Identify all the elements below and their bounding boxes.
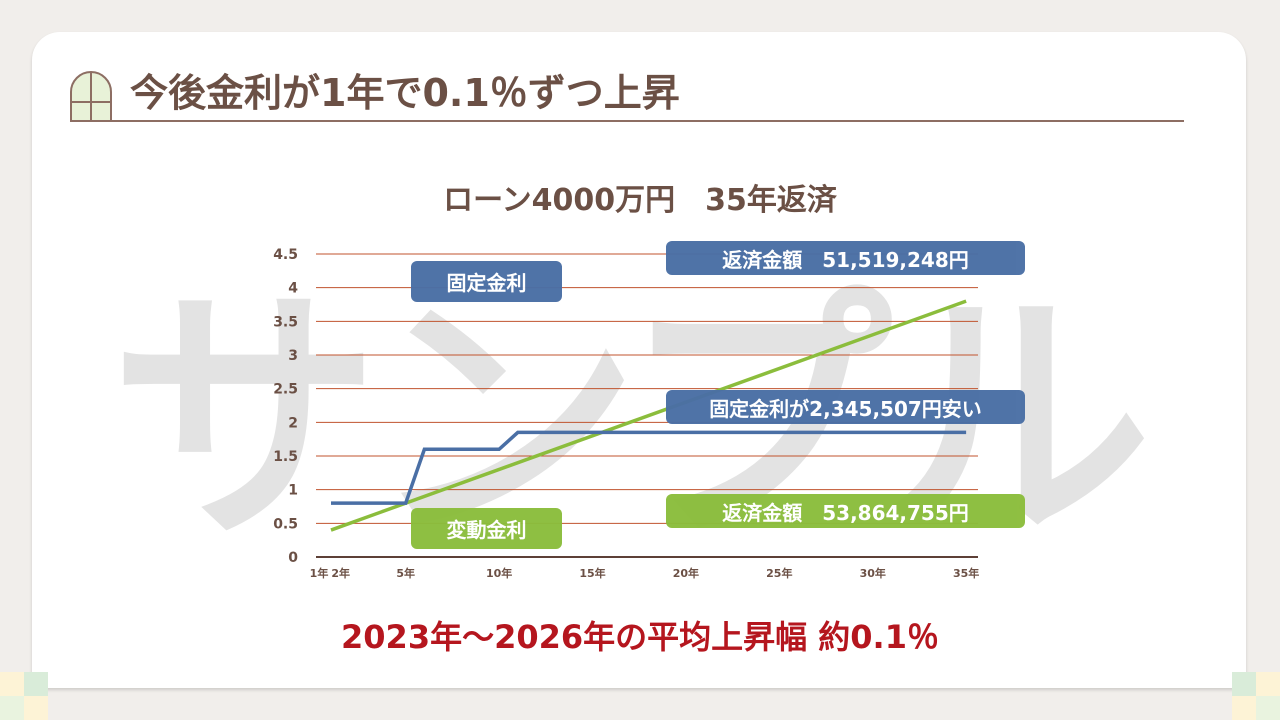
- y-tick-label: 0.5: [273, 516, 298, 532]
- x-tick-label: 30年: [860, 566, 886, 580]
- y-tick-label: 1: [288, 483, 298, 499]
- title-divider: [70, 120, 1184, 122]
- difference-label: 固定金利が2,345,507円安い: [666, 390, 1025, 424]
- series-line: [331, 430, 967, 505]
- y-tick-label: 0: [288, 550, 298, 566]
- x-tick-label: 15年: [579, 566, 605, 580]
- y-tick-label: 4: [288, 281, 298, 297]
- x-tick-label: 1年: [310, 566, 329, 580]
- page-title: 今後金利が1年で0.1％ずつ上昇: [130, 71, 680, 115]
- chart-title: ローン4000万円 35年返済: [443, 183, 837, 218]
- corner-decoration: [0, 672, 48, 720]
- x-tick-label: 35年: [953, 566, 979, 580]
- corner-decoration: [1232, 672, 1280, 720]
- x-tick-label: 10年: [486, 566, 512, 580]
- x-tick-label: 2年: [331, 566, 350, 580]
- y-tick-label: 3: [288, 348, 298, 364]
- y-tick-label: 1.5: [273, 449, 298, 465]
- series-line: [330, 299, 967, 532]
- y-tick-label: 4.5: [273, 247, 298, 263]
- variable-rate-label: 変動金利: [411, 508, 562, 549]
- fixed-total-label: 返済金額 51,519,248円: [666, 241, 1025, 275]
- x-tick-label: 20年: [673, 566, 699, 580]
- x-tick-label: 5年: [396, 566, 415, 580]
- window-icon: [70, 71, 112, 120]
- y-tick-label: 3.5: [273, 314, 298, 330]
- y-tick-label: 2.5: [273, 382, 298, 398]
- variable-total-label: 返済金額 53,864,755円: [666, 494, 1025, 528]
- fixed-rate-label: 固定金利: [411, 261, 562, 302]
- footer-note: 2023年～2026年の平均上昇幅 約0.1％: [341, 618, 939, 656]
- slide-card: [32, 32, 1246, 688]
- x-tick-label: 25年: [766, 566, 792, 580]
- y-tick-label: 2: [288, 415, 298, 431]
